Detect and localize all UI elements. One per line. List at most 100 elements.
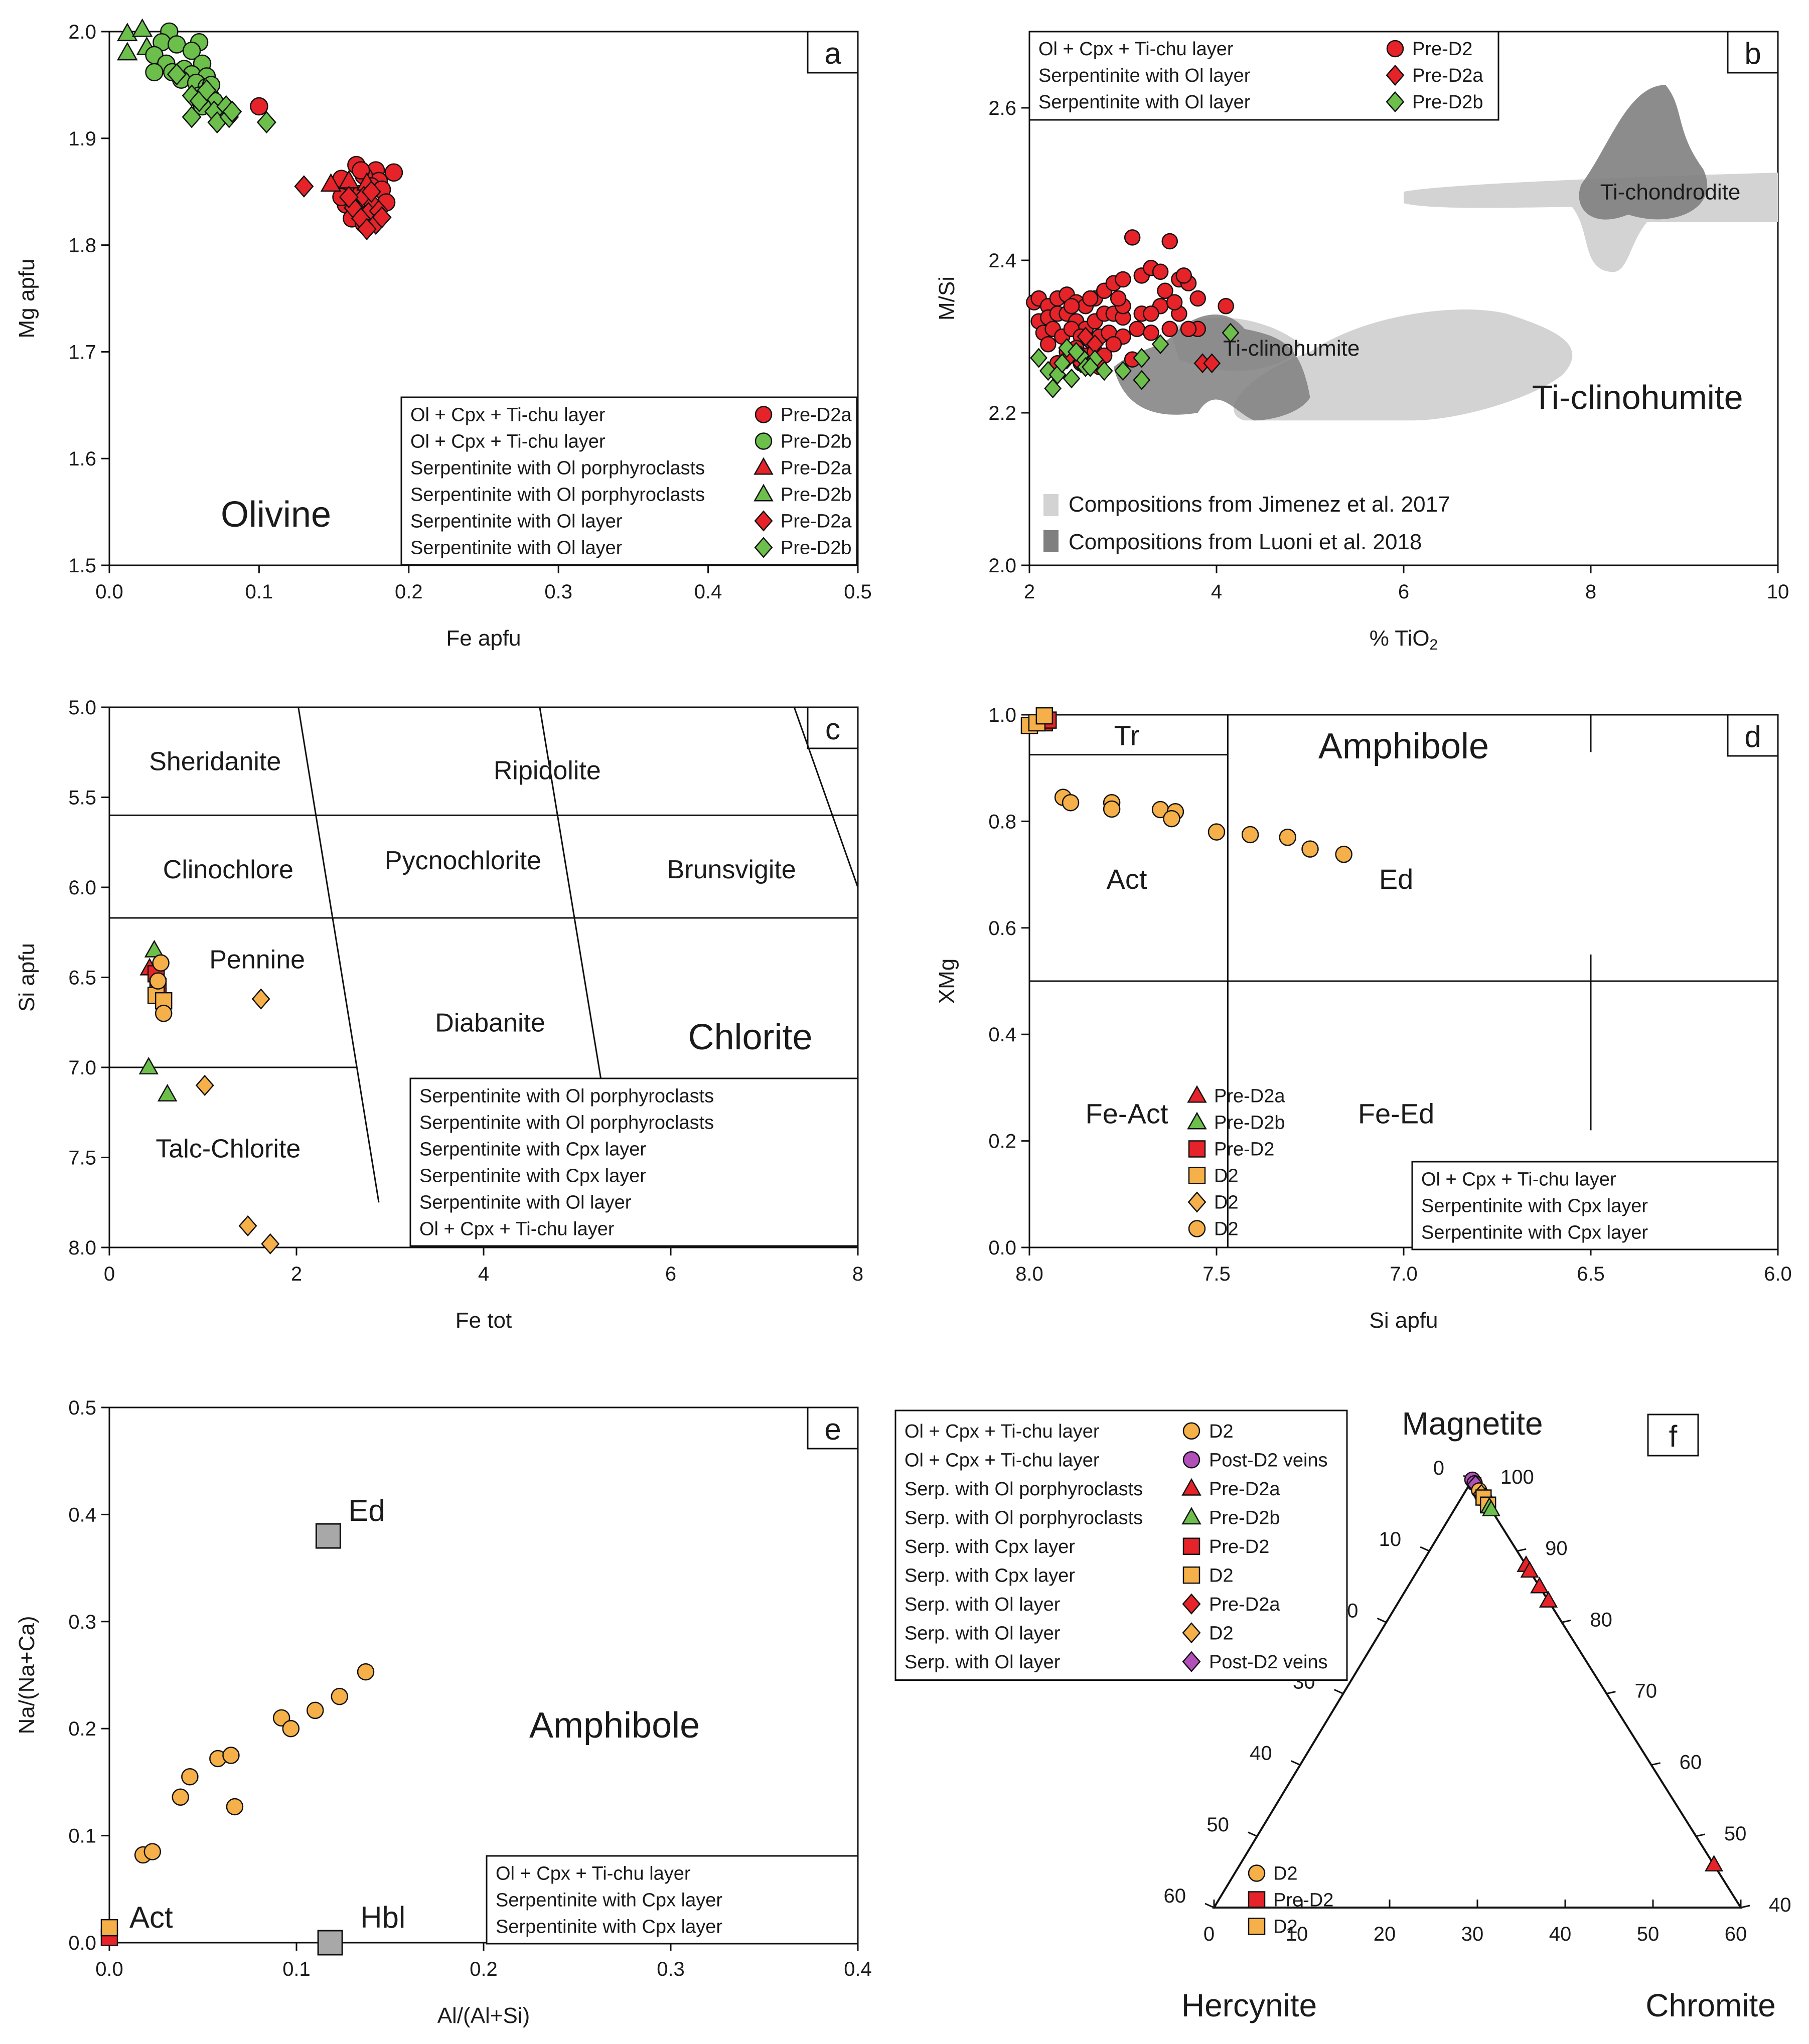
- y-tick-label: 2.4: [988, 250, 1016, 272]
- legend-marker: [1248, 1891, 1266, 1909]
- panel-label-box: [1727, 714, 1779, 757]
- data-point-orange-circle: [357, 1663, 375, 1681]
- legend-layer-label: Serpentinite with Ol porphyroclasts: [410, 458, 705, 479]
- data-point-green-diamond: [1081, 357, 1099, 377]
- data-point-orange-circle: [282, 1719, 300, 1738]
- data-point-red-circle: [1189, 290, 1206, 307]
- x-tick-label: 10: [1767, 581, 1789, 603]
- reference-label-act: Act: [129, 1901, 173, 1934]
- legend-layer-label: Serpentinite with Ol porphyroclasts: [419, 1086, 714, 1107]
- legend-marker: [1188, 1140, 1206, 1158]
- x-tick-label: 2: [1024, 581, 1035, 603]
- legend-name: D2: [1214, 1166, 1239, 1187]
- y-tick-label: 0.2: [68, 1718, 96, 1740]
- region-legend-swatch-light: [1043, 494, 1059, 516]
- x-axis-label: Fe apfu: [446, 626, 521, 651]
- legend-marker: [1187, 1112, 1207, 1130]
- data-point-red-circle: [250, 97, 268, 116]
- right-axis-tick-label: 100: [1500, 1466, 1534, 1488]
- panel-e: 0.0 0.1 0.2 0.3 0.4 0.0 0.1 0.2 0.3 0.4 0.5 Al/(Al+…: [15, 1397, 1333, 2028]
- reference-point-ed: [315, 1523, 341, 1549]
- bottom-axis-tick-label: 10: [1286, 1923, 1308, 1945]
- legend-name: Pre-D2a: [1412, 65, 1483, 86]
- legend-layer-label: Serpentinite with Ol layer: [410, 511, 623, 532]
- right-axis-tick-label: 60: [1680, 1752, 1702, 1774]
- legend-name: Post-D2 veins: [1209, 1450, 1328, 1471]
- legend-name: Pre-D2b: [781, 538, 852, 559]
- right-axis-tick: [1651, 1762, 1661, 1766]
- data-point-orange-circle: [1062, 794, 1080, 812]
- region-legend-label: Compositions from Luoni et al. 2018: [1069, 530, 1422, 554]
- legend-marker: [1182, 1622, 1201, 1644]
- y-tick-label: 0.4: [988, 1024, 1016, 1046]
- field-label-talc-chlorite: Talc-Chlorite: [156, 1135, 300, 1164]
- region-legend-label: Compositions from Jimenez et al. 2017: [1069, 492, 1450, 517]
- data-point-red-circle: [384, 163, 403, 182]
- y-tick-label: 0.3: [68, 1611, 96, 1633]
- legend-layer-label: Serpentinite with Ol layer: [419, 1192, 632, 1213]
- right-axis-tick-label: 80: [1590, 1609, 1612, 1631]
- boundary-line: [793, 707, 859, 888]
- x-axis-label-sub: 2: [1430, 637, 1438, 653]
- data-point-orange-square: [1035, 707, 1053, 725]
- data-point-green-triangle: [1481, 1499, 1501, 1516]
- data-point-green-circle: [182, 42, 201, 60]
- data-point-green-diamond: [1222, 323, 1240, 343]
- data-point-red-diamond: [294, 175, 314, 198]
- legend-marker: [1182, 1593, 1201, 1615]
- legend-layer-label: Serpentinite with Cpx layer: [1421, 1196, 1648, 1217]
- right-axis-tick-label: 50: [1724, 1823, 1747, 1845]
- data-point-red-diamond: [372, 206, 392, 229]
- x-tick-label: 0.1: [245, 581, 273, 603]
- right-axis-tick: [1517, 1548, 1527, 1552]
- legend-name: Pre-D2b: [1214, 1113, 1285, 1134]
- legend-marker: [1187, 1085, 1207, 1103]
- y-tick-label: 2.0: [68, 21, 96, 43]
- data-point-red-triangle: [1520, 1561, 1539, 1578]
- x-tick-label: 0.5: [844, 581, 872, 603]
- legend-name: D2: [1214, 1219, 1239, 1240]
- field-label-brunsvigite: Brunsvigite: [667, 855, 796, 884]
- y-tick-label: 0.4: [68, 1504, 96, 1526]
- field-label-sheridanite: Sheridanite: [149, 747, 281, 776]
- x-tick-label: 4: [478, 1263, 489, 1285]
- panel-label: a: [824, 37, 841, 70]
- bottom-axis-tick-label: 20: [1374, 1923, 1396, 1945]
- field-label-tr: Tr: [1114, 719, 1140, 751]
- data-point-red-diamond: [339, 186, 359, 209]
- legend-name: Pre-D2: [1412, 39, 1472, 60]
- data-point-orange-circle: [226, 1798, 244, 1816]
- data-point-green-diamond: [1114, 361, 1132, 381]
- field-label-olivine: Olivine: [221, 495, 331, 535]
- panel-label-box: [807, 706, 859, 749]
- data-point-red-triangle: [320, 173, 342, 192]
- data-point-red-circle: [1110, 290, 1127, 307]
- legend-marker: [1248, 1918, 1266, 1935]
- region-label-ti-chondrodite: Ti-chondrodite: [1600, 180, 1741, 204]
- left-axis-tick-label: 40: [1250, 1743, 1272, 1765]
- y-axis-label: Si apfu: [15, 943, 39, 1012]
- panel-label-box: [1647, 1413, 1699, 1457]
- legend-layer-label: Serpentinite with Ol porphyroclasts: [419, 1113, 714, 1134]
- data-point-orange-circle: [181, 1768, 199, 1786]
- region-legend-swatch-dark: [1043, 530, 1059, 552]
- legend-marker: [1187, 1191, 1207, 1213]
- x-tick-label: 0.0: [95, 581, 123, 603]
- data-point-orange-circle: [1279, 829, 1296, 846]
- panel-b: 2 4 6 8 10 2.0 2.2 2.4 2.6 % TiO2 M/Si b Ti-chondrod…: [935, 31, 1789, 653]
- data-point-orange-circle: [1208, 823, 1226, 841]
- panel-label: c: [825, 712, 840, 746]
- panel-label: f: [1669, 1420, 1678, 1453]
- y-tick-label: 1.9: [68, 128, 96, 150]
- right-axis-tick-label: 70: [1635, 1680, 1657, 1702]
- panel-d: 8.0 7.5 7.0 6.5 6.0 0.0 0.2 0.4 0.6 0.8 1.0 Si apfu…: [935, 704, 1792, 1333]
- bottom-axis-tick-label: 50: [1637, 1923, 1660, 1945]
- data-point-green-triangle: [144, 939, 165, 958]
- bottom-axis-tick-label: 60: [1725, 1923, 1747, 1945]
- panel-label-box: [1727, 31, 1779, 74]
- x-tick-label: 0.3: [544, 581, 572, 603]
- data-point-green-triangle: [157, 1083, 178, 1102]
- legend-marker: [1188, 1167, 1206, 1184]
- field-label-diabanite: Diabanite: [435, 1008, 545, 1037]
- apex-label-hercynite: Hercynite: [1181, 1987, 1317, 2023]
